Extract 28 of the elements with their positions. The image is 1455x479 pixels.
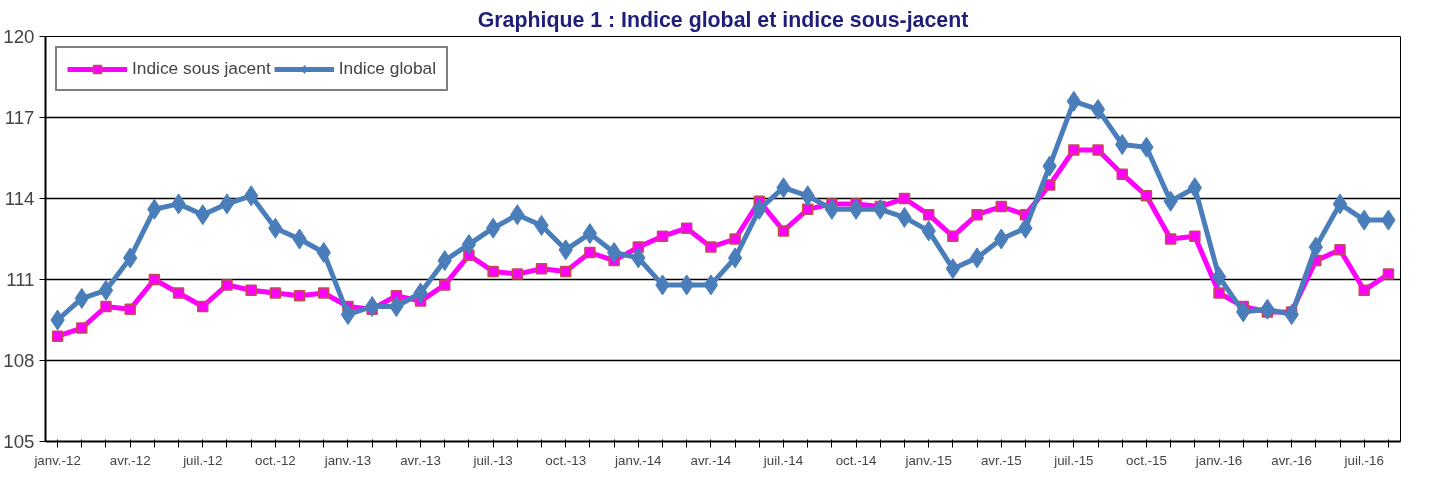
x-tick-label: juil.-16 (1343, 452, 1384, 468)
legend-label: Indice sous jacent (132, 58, 271, 79)
x-tick-label: janv.-13 (323, 452, 372, 468)
legend-label: Indice global (338, 58, 437, 79)
x-tick-label: oct.-12 (254, 452, 296, 468)
x-tick-label: oct.-13 (545, 452, 587, 468)
x-tick-label: oct.-14 (835, 452, 878, 468)
x-tick-label: janv.-15 (904, 452, 952, 468)
x-tick-label: juil.-14 (762, 452, 804, 468)
x-tick-label: avr.-16 (1271, 452, 1312, 468)
y-tick-label: 111 (6, 269, 35, 290)
x-tick-label: juil.-15 (1053, 452, 1094, 468)
y-tick-label: 114 (4, 188, 35, 209)
y-tick-label: 120 (3, 26, 35, 47)
x-tick-label: oct.-15 (1126, 452, 1167, 468)
y-tick-label: 105 (3, 431, 35, 452)
x-tick-label: juil.-12 (182, 452, 223, 468)
x-tick-label: avr.-13 (400, 452, 441, 468)
x-tick-label: janv.-12 (33, 452, 81, 468)
x-tick-label: juil.-13 (472, 452, 513, 468)
x-tick-label: avr.-12 (109, 452, 151, 468)
x-tick-label: janv.-16 (1194, 452, 1243, 468)
y-tick-label: 108 (3, 350, 35, 371)
x-tick-label: janv.-14 (614, 452, 663, 468)
x-tick-label: avr.-14 (690, 452, 732, 468)
chart-title: Graphique 1 : Indice global et indice sous-jacent (477, 7, 969, 32)
x-tick-label: avr.-15 (980, 452, 1022, 468)
y-tick-label: 117 (4, 107, 35, 128)
